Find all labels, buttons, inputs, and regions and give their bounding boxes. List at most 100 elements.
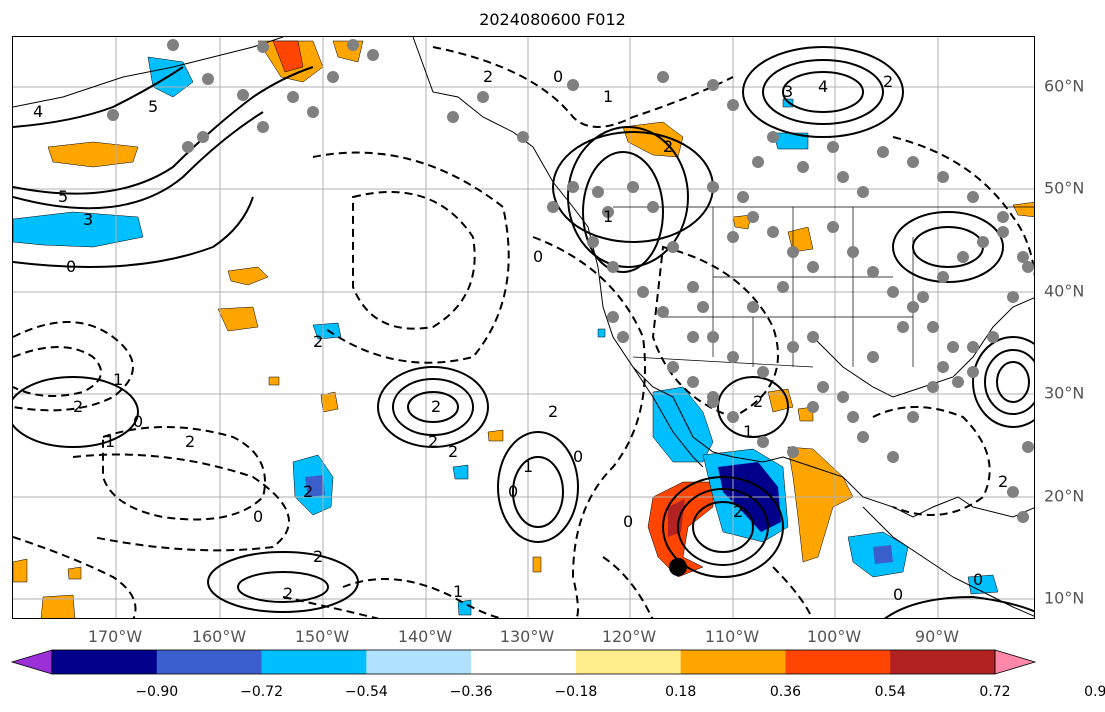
station-dot [667, 361, 679, 373]
contour-line [972, 336, 1034, 428]
colorbar-segment [785, 650, 891, 674]
station-dot [287, 91, 299, 103]
station-dot [182, 141, 194, 153]
station-dot [367, 49, 379, 61]
figure-title: 2024080600 F012 [479, 10, 626, 29]
station-dot [787, 246, 799, 258]
shade-region [1012, 202, 1034, 218]
colorbar-tick-label: 0.36 [769, 684, 802, 700]
coastline-alaska [13, 37, 284, 108]
colorbar-tick-label: 0.54 [874, 684, 906, 700]
station-dot [887, 451, 899, 463]
contour-label: 1 [603, 207, 613, 226]
station-dot [797, 161, 809, 173]
contour-line [102, 426, 266, 521]
shade-region [732, 214, 752, 230]
contour-line [912, 226, 984, 268]
station-dot [987, 331, 999, 343]
station-dot [167, 39, 179, 51]
contour-label: 5 [148, 97, 158, 116]
station-dot [257, 41, 269, 53]
solid-contours [13, 46, 1034, 618]
station-dot [767, 131, 779, 143]
contour-line [13, 346, 102, 397]
station-dot [727, 99, 739, 111]
station-dot [867, 266, 879, 278]
contour-label: 1 [453, 582, 463, 601]
station-dot [547, 201, 559, 213]
longitude-label: 100°W [806, 627, 862, 646]
station-dot [567, 181, 579, 193]
contour-line [651, 245, 779, 419]
contour-line [13, 66, 314, 195]
contour-line [342, 578, 505, 618]
contour-line [497, 431, 579, 543]
station-dot [837, 391, 849, 403]
station-dot [602, 206, 614, 218]
shade-region [487, 429, 504, 442]
station-dot [957, 251, 969, 263]
station-dot [927, 321, 939, 333]
colorbar-tick-label: −0.90 [135, 684, 179, 700]
contour-label: 2 [313, 332, 323, 351]
colorbar-outline [51, 649, 996, 675]
station-dot [787, 446, 799, 458]
station-dot [567, 79, 579, 91]
station-dot [807, 261, 819, 273]
contour-line [532, 236, 646, 618]
station-dot [1017, 511, 1029, 523]
station-dot [707, 331, 719, 343]
colorbar-tick-label: 0.18 [665, 684, 697, 700]
negative-shading [13, 56, 999, 616]
contour-line [717, 376, 789, 438]
positive-shading [13, 40, 1034, 618]
station-dot [787, 341, 799, 353]
station-dot [607, 261, 619, 273]
station-dot [592, 186, 604, 198]
contour-label: 0 [973, 570, 983, 589]
contour-line [13, 376, 139, 448]
colorbar-extend-high [994, 649, 1037, 675]
station-dot [707, 79, 719, 91]
station-dot [947, 341, 959, 353]
shade-region [272, 40, 304, 73]
station-dot [647, 201, 659, 213]
coastline-baja [632, 366, 704, 468]
contour-line [742, 46, 904, 138]
colorbar [10, 649, 1037, 675]
contour-label: 4 [33, 102, 43, 121]
longitude-label: 170°W [87, 627, 143, 646]
contour-line [352, 191, 476, 330]
contour-line [72, 453, 290, 552]
shade-region [217, 306, 259, 332]
contour-line [312, 151, 510, 364]
gridlines [13, 37, 1034, 618]
strong-positive-shading [272, 40, 714, 578]
contour-label: 2 [733, 502, 743, 521]
station-dot [607, 311, 619, 323]
station-dot [1022, 261, 1034, 273]
shade-region [652, 386, 714, 463]
contour-line [282, 596, 380, 618]
station-dot [777, 281, 789, 293]
station-dot [897, 321, 909, 333]
station-dot [1022, 441, 1034, 453]
coastlines [13, 37, 1034, 617]
station-dot [202, 73, 214, 85]
contour-label: 1 [743, 422, 753, 441]
shade-region [767, 388, 794, 413]
contour-label: 0 [133, 412, 143, 431]
shade-region [787, 446, 854, 563]
station-dot [907, 411, 919, 423]
station-dot [937, 271, 949, 283]
station-dot [327, 71, 339, 83]
contour-label: 0 [553, 67, 563, 86]
station-dot [197, 131, 209, 143]
contour-label: 2 [73, 397, 83, 416]
station-dot [687, 376, 699, 388]
station-dot [907, 156, 919, 168]
colorbar-segment [52, 650, 158, 674]
station-dot [937, 361, 949, 373]
contour-label: 2 [428, 432, 438, 451]
colorbar-tick-label: −0.72 [240, 684, 283, 700]
